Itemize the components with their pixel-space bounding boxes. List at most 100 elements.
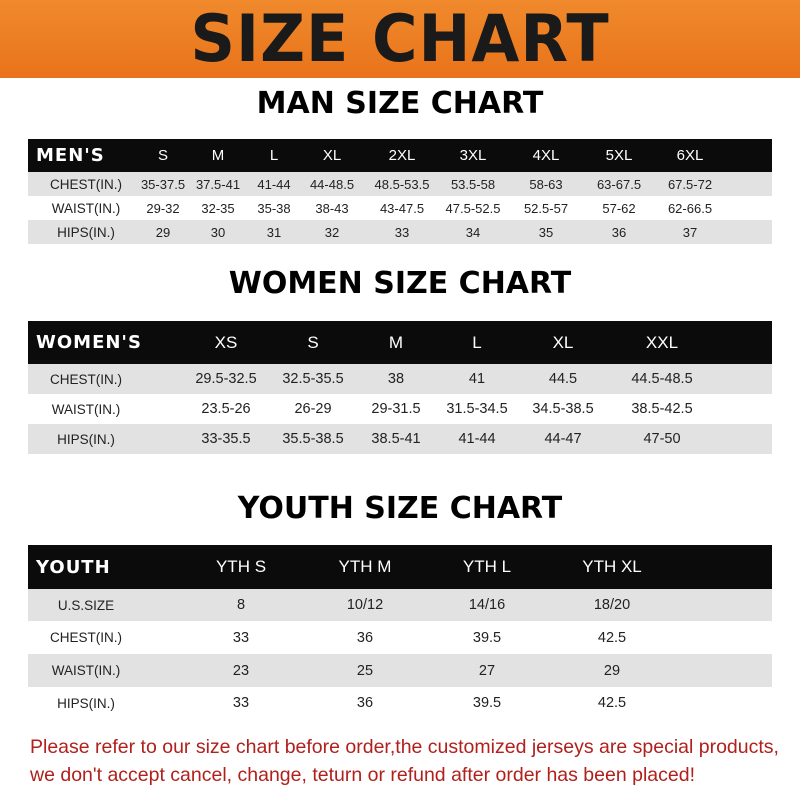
size-header-cell: M <box>388 332 404 352</box>
row-label: HIPS(IN.) <box>57 695 115 711</box>
size-header-cell: 6XL <box>676 147 704 164</box>
size-header-cell: XS <box>214 332 238 352</box>
table-row: CHEST(IN.) 35-37.5 37.5-41 41-44 44-48.5 48.5… <box>28 172 772 196</box>
table-row: HIPS(IN.) 33-35.5 35.5-38.5 38.5-41 41-44 44-… <box>28 424 772 454</box>
table-cell: 44-48.5 <box>309 176 355 192</box>
table-cell: 29-31.5 <box>371 401 421 417</box>
table-cell: 31 <box>266 224 282 240</box>
table-row: WAIST(IN.) 23.5-26 26-29 29-31.5 31.5-34.5 34… <box>28 394 772 424</box>
table-title-cell: YOUTH <box>36 556 111 578</box>
table-cell: 34 <box>465 224 481 240</box>
table-cell: 41-44 <box>458 431 496 447</box>
table-cell: 26-29 <box>294 401 332 417</box>
table-cell: 33-35.5 <box>201 431 251 447</box>
youth-header-row: YOUTH YTH S YTH M YTH L YTH XL <box>28 545 772 589</box>
table-cell: 37.5-41 <box>195 176 241 192</box>
table-cell: 42.5 <box>597 695 627 711</box>
women-section-title: WOMEN SIZE CHART <box>228 266 572 301</box>
table-cell: 34.5-38.5 <box>532 401 594 417</box>
table-cell: 67.5-72 <box>667 176 713 192</box>
row-label: WAIST(IN.) <box>51 401 121 417</box>
men-section-title: MAN SIZE CHART <box>256 86 544 121</box>
size-header-cell: YTH M <box>338 557 392 576</box>
row-label: CHEST(IN.) <box>50 630 122 645</box>
table-cell: 36 <box>356 629 374 646</box>
table-cell: 33 <box>232 629 250 646</box>
table-cell: 14/16 <box>468 597 506 613</box>
notice-line-1: Please refer to our size chart before or… <box>30 736 779 758</box>
table-cell: 29 <box>155 224 171 240</box>
row-label: HIPS(IN.) <box>57 224 115 240</box>
table-cell: 44.5-48.5 <box>631 371 693 387</box>
table-cell: 39.5 <box>472 629 502 646</box>
table-cell: 25 <box>356 662 374 679</box>
table-cell: 33 <box>232 695 250 711</box>
size-header-cell: S <box>157 147 168 164</box>
banner: SIZE CHART <box>0 0 800 78</box>
row-label: CHEST(IN.) <box>50 371 122 387</box>
table-cell: 38-43 <box>315 200 349 216</box>
banner-title: SIZE CHART <box>190 0 610 77</box>
table-cell: 31.5-34.5 <box>446 401 508 417</box>
table-cell: 10/12 <box>346 597 384 613</box>
size-header-cell: 5XL <box>605 147 633 164</box>
size-header-cell: L <box>472 332 482 352</box>
table-cell: 37 <box>682 224 698 240</box>
size-header-cell: 3XL <box>459 147 487 164</box>
table-cell: 27 <box>478 662 496 679</box>
table-title-cell: WOMEN'S <box>36 332 142 353</box>
table-cell: 36 <box>356 695 374 711</box>
table-cell: 30 <box>210 224 226 240</box>
size-header-cell: M <box>211 147 225 164</box>
size-header-cell: S <box>307 332 319 352</box>
table-cell: 47-50 <box>643 431 681 447</box>
table-row: WAIST(IN.) 29-32 32-35 35-38 38-43 43-47.5 47.… <box>28 196 772 220</box>
table-row: HIPS(IN.) 29 30 31 32 33 34 35 36 37 <box>28 220 772 244</box>
table-title-cell: MEN'S <box>36 145 105 166</box>
table-cell: 8 <box>236 597 246 613</box>
table-cell: 47.5-52.5 <box>445 200 501 216</box>
table-cell: 58-63 <box>529 176 563 192</box>
table-row: CHEST(IN.) 29.5-32.5 32.5-35.5 38 41 44.5 44.5… <box>28 364 772 394</box>
table-cell: 48.5-53.5 <box>374 176 430 192</box>
table-cell: 39.5 <box>472 695 502 711</box>
size-header-cell: 2XL <box>388 147 416 164</box>
table-row: CHEST(IN.) 33 36 39.5 42.5 <box>28 621 772 654</box>
size-header-cell: L <box>269 147 279 164</box>
table-cell: 57-62 <box>602 200 636 216</box>
table-cell: 29.5-32.5 <box>195 371 257 387</box>
table-cell: 44.5 <box>548 371 578 387</box>
notice-line-2: we don't accept cancel, change, teturn o… <box>30 764 695 786</box>
table-cell: 44-47 <box>544 431 582 447</box>
youth-size-table: YOUTH YTH S YTH M YTH L YTH XL U.S.SIZE 8 10/12… <box>28 545 772 719</box>
row-label: WAIST(IN.) <box>51 663 121 678</box>
men-size-table: MEN'S S M L XL 2XL 3XL 4XL 5XL 6XL CHEST(IN.) 35-37… <box>28 139 772 244</box>
youth-section-title: YOUTH SIZE CHART <box>237 491 563 526</box>
size-header-cell: YTH L <box>462 557 512 576</box>
table-cell: 63-67.5 <box>596 176 642 192</box>
table-cell: 52.5-57 <box>523 200 569 216</box>
table-cell: 18/20 <box>593 597 631 613</box>
table-row: WAIST(IN.) 23 25 27 29 <box>28 654 772 687</box>
row-label: WAIST(IN.) <box>51 200 121 216</box>
table-cell: 41 <box>468 371 486 387</box>
size-header-cell: XL <box>552 332 574 352</box>
size-header-cell: YTH S <box>215 557 267 576</box>
women-header-row: WOMEN'S XS S M L XL XXL <box>28 321 772 364</box>
women-size-table: WOMEN'S XS S M L XL XXL CHEST(IN.) 29.5-32.5 32.5… <box>28 321 772 454</box>
size-header-cell: XXL <box>645 332 679 352</box>
size-header-cell: 4XL <box>532 147 560 164</box>
row-label: HIPS(IN.) <box>57 431 115 447</box>
table-cell: 38 <box>387 371 405 387</box>
size-header-cell: YTH XL <box>582 557 642 576</box>
table-cell: 35 <box>538 224 554 240</box>
table-cell: 23 <box>232 662 250 679</box>
table-row: U.S.SIZE 8 10/12 14/16 18/20 <box>28 589 772 621</box>
table-cell: 35.5-38.5 <box>282 431 344 447</box>
row-label: CHEST(IN.) <box>50 176 122 192</box>
table-cell: 35-38 <box>257 200 291 216</box>
table-cell: 32-35 <box>201 200 235 216</box>
row-label: U.S.SIZE <box>57 597 115 613</box>
men-header-row: MEN'S S M L XL 2XL 3XL 4XL 5XL 6XL <box>28 139 772 172</box>
table-cell: 36 <box>611 224 627 240</box>
